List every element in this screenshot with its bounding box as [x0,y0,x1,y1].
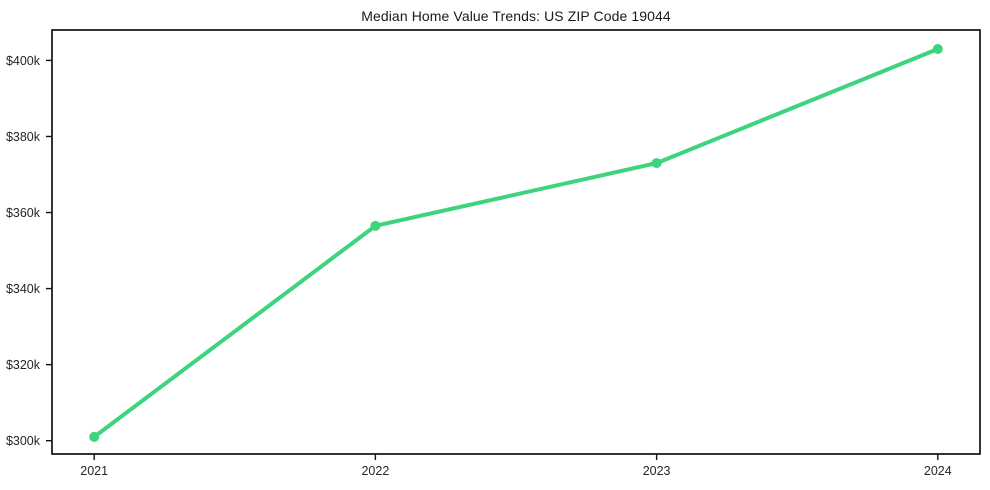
y-tick-label: $320k [6,358,41,372]
y-tick-label: $380k [6,130,41,144]
data-point-marker [89,431,100,442]
x-tick-label: 2022 [361,464,389,478]
y-tick-label: $300k [6,434,41,448]
x-tick-label: 2023 [643,464,671,478]
x-tick-label: 2021 [80,464,108,478]
chart-title: Median Home Value Trends: US ZIP Code 19… [361,8,671,24]
data-point-marker [651,158,662,169]
y-tick-label: $340k [6,282,41,296]
y-tick-label: $360k [6,206,41,220]
y-tick-label: $400k [6,54,41,68]
data-point-marker [370,220,381,231]
plot-frame [51,29,981,455]
x-tick-label: 2024 [924,464,952,478]
trend-line [92,47,940,439]
data-point-marker [932,44,943,55]
